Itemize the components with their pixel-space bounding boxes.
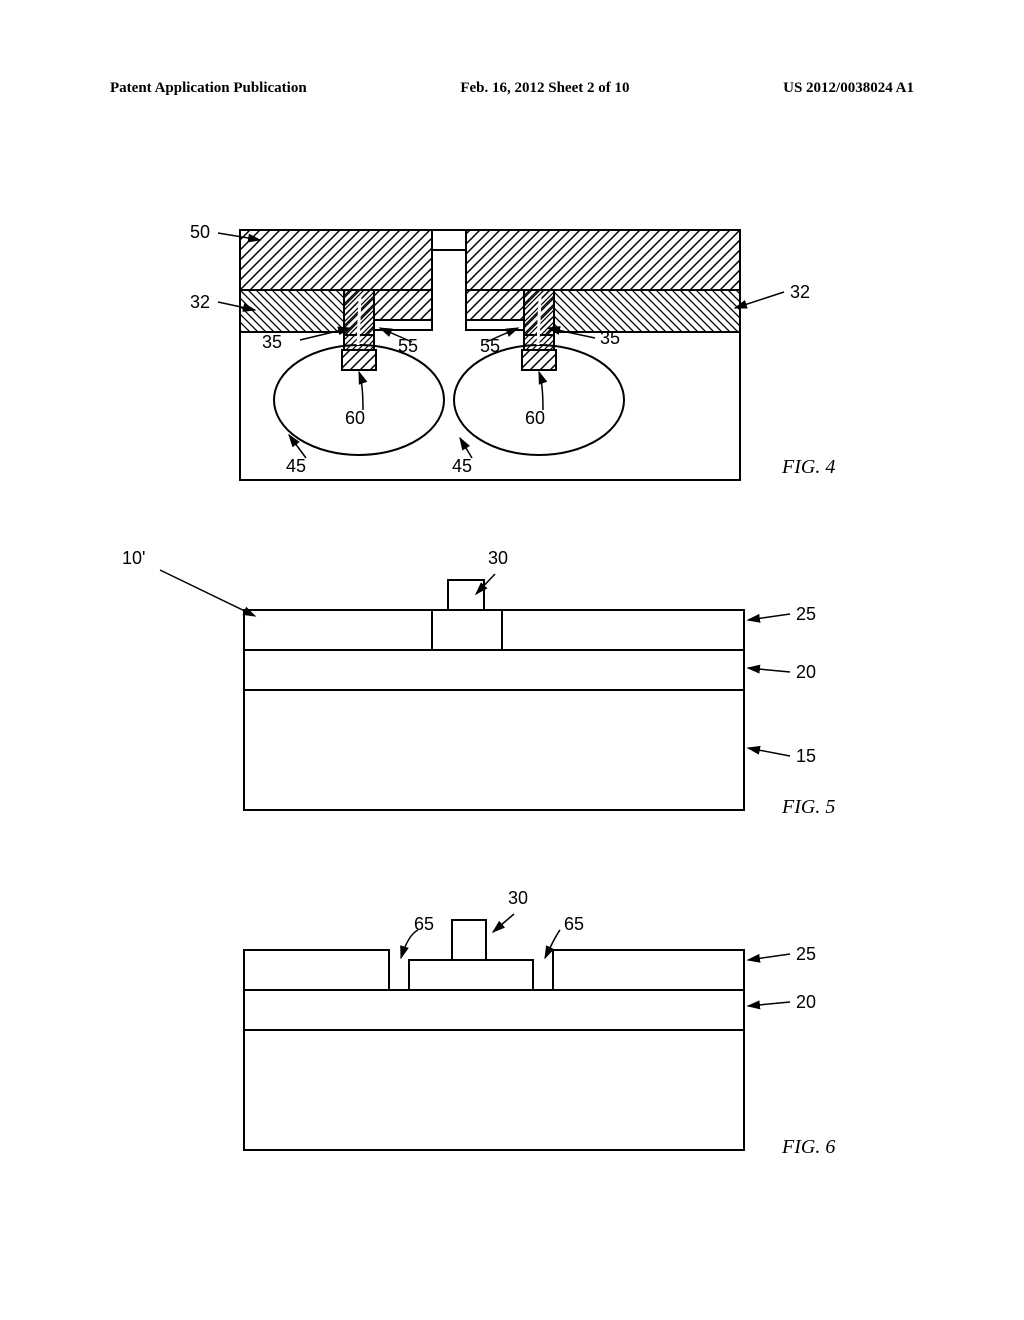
ref-30-6: 30 bbox=[508, 888, 528, 909]
ref-20-6: 20 bbox=[796, 992, 816, 1013]
figure-5: 10' 30 25 20 15 FIG. 5 bbox=[0, 540, 1024, 840]
page-header: Patent Application Publication Feb. 16, … bbox=[110, 80, 914, 97]
ref-15-5: 15 bbox=[796, 746, 816, 767]
ref-60-right: 60 bbox=[525, 408, 545, 429]
fig5-label: FIG. 5 bbox=[782, 796, 835, 819]
ref-45-right: 45 bbox=[452, 456, 472, 477]
header-center: Feb. 16, 2012 Sheet 2 of 10 bbox=[460, 80, 629, 97]
ref-65-right: 65 bbox=[564, 914, 584, 935]
ref-10p: 10' bbox=[122, 548, 145, 569]
header-right: US 2012/0038024 A1 bbox=[783, 80, 914, 97]
fig4-label: FIG. 4 bbox=[782, 456, 835, 479]
figure-6: 30 65 65 25 20 FIG. 6 bbox=[0, 880, 1024, 1180]
ref-32-right: 32 bbox=[790, 282, 810, 303]
figure-4: 50 32 32 35 35 55 55 60 60 45 45 FIG. 4 bbox=[0, 210, 1024, 500]
ref-55-right: 55 bbox=[480, 336, 500, 357]
fig5-svg bbox=[0, 540, 1024, 840]
ref-60-left: 60 bbox=[345, 408, 365, 429]
fig4-svg bbox=[0, 210, 1024, 500]
ref-32-left: 32 bbox=[190, 292, 210, 313]
ref-35-left: 35 bbox=[262, 332, 282, 353]
ref-25-6: 25 bbox=[796, 944, 816, 965]
ref-45-left: 45 bbox=[286, 456, 306, 477]
ref-55-left: 55 bbox=[398, 336, 418, 357]
ref-30-5: 30 bbox=[488, 548, 508, 569]
ref-25-5: 25 bbox=[796, 604, 816, 625]
ref-35-right: 35 bbox=[600, 328, 620, 349]
ref-65-left: 65 bbox=[414, 914, 434, 935]
fig6-label: FIG. 6 bbox=[782, 1136, 835, 1159]
fig6-svg bbox=[0, 880, 1024, 1180]
ref-50: 50 bbox=[190, 222, 210, 243]
ref-20-5: 20 bbox=[796, 662, 816, 683]
header-left: Patent Application Publication bbox=[110, 80, 307, 97]
